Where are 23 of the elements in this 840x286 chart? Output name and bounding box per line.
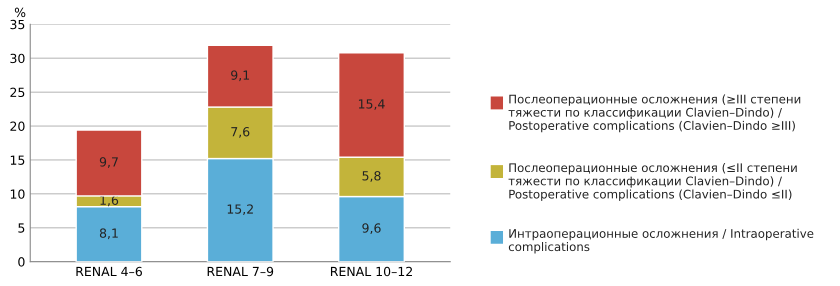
y-tick-label: 0	[18, 257, 25, 267]
data-label: 9,1	[231, 70, 250, 82]
data-label: 5,8	[362, 171, 381, 182]
legend-label: Интраоперационные осложнения / Intraoperative complications	[508, 228, 814, 254]
y-tick-label: 35	[10, 20, 24, 30]
data-label: 15,4	[358, 99, 385, 110]
x-tick-label: RENAL 7–9	[208, 266, 274, 276]
y-axis-title: %	[14, 8, 26, 18]
y-tick-label: 30	[10, 54, 25, 64]
legend-label: Послеоперационные осложнения (≤II степени тяжести по классификации Clavien–Dindo) / Postoperative complications (Clavien–Dindo ≤II)	[508, 163, 797, 201]
legend-label: Послеоперационные осложнения (≥III степени тяжести по классификации Clavien–Dindo) / Postoperative complications (Clavien–Dindo ≥III)	[508, 94, 800, 132]
y-tick-label: 15	[10, 156, 24, 165]
x-tick-label: RENAL 4–6	[76, 266, 142, 276]
data-label: 9,6	[362, 223, 381, 234]
y-tick-label: 10	[10, 189, 25, 199]
data-label: 9,7	[100, 157, 118, 168]
x-tick-label: RENAL 10–12	[330, 266, 412, 276]
y-tick-label: 25	[10, 88, 24, 98]
data-label: 7,6	[231, 127, 250, 138]
y-tick-label: 5	[18, 223, 24, 233]
data-label: 15,2	[228, 204, 253, 216]
data-label: 8,1	[100, 228, 118, 240]
y-tick-label: 20	[10, 122, 25, 131]
